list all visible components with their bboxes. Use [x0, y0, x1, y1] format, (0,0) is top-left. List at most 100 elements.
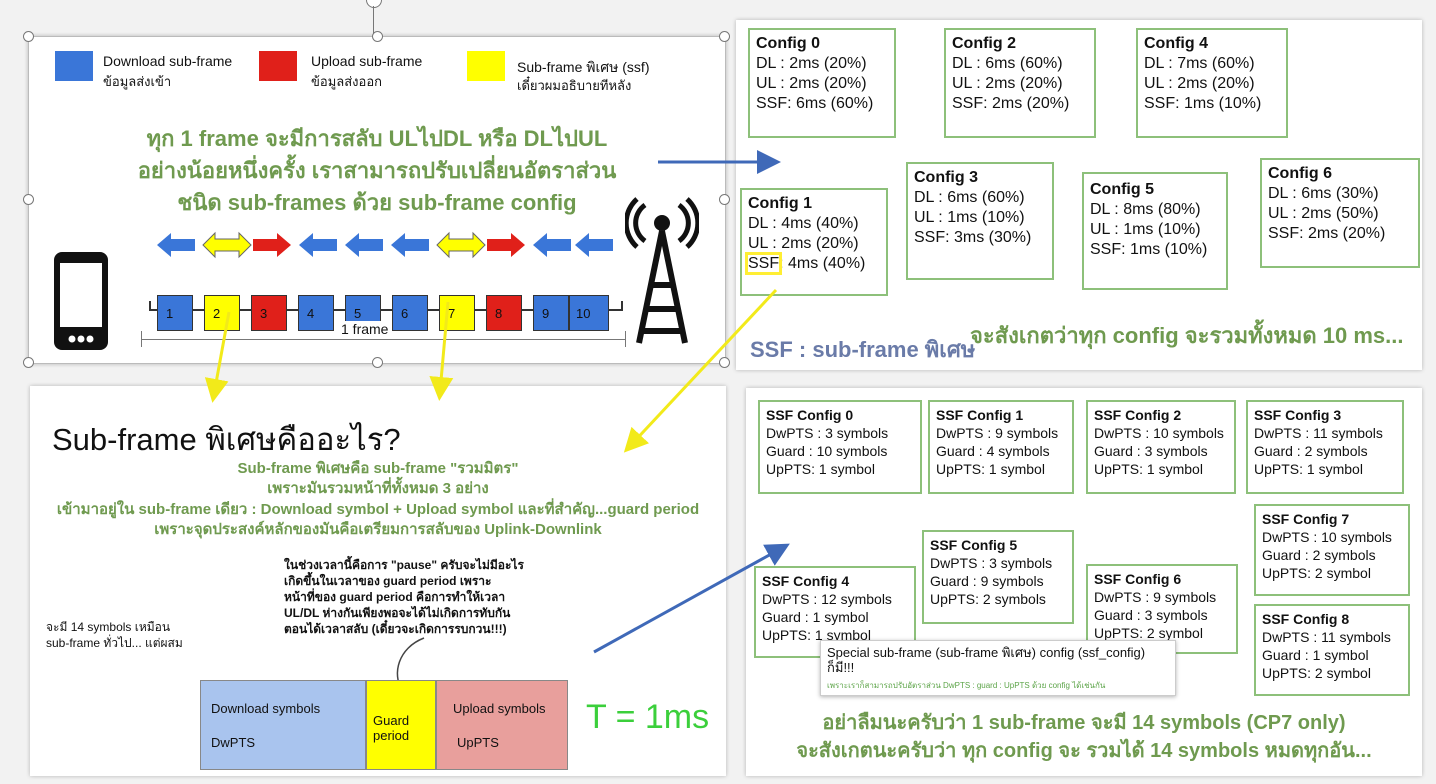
ssf-config-title: SSF Config 0	[766, 407, 854, 423]
dwpts-block: Download symbols DwPTS	[200, 680, 366, 770]
config-dl: DL : 7ms (60%)	[1144, 55, 1255, 72]
config-panel: Config 0 DL : 2ms (20%) UL : 2ms (20%) S…	[736, 20, 1422, 370]
subframe-8: 8	[486, 295, 522, 331]
config-dl: DL : 6ms (60%)	[914, 189, 1025, 206]
ssf-config-3-card: SSF Config 3 DwPTS : 11 symbols Guard : …	[1246, 400, 1404, 494]
config-2-card: Config 2 DL : 6ms (60%) UL : 2ms (20%) S…	[944, 28, 1096, 138]
ssf-config-1-card: SSF Config 1 DwPTS : 9 symbols Guard : 4…	[928, 400, 1074, 494]
ssf-config-dwpts: DwPTS : 10 symbols	[1094, 425, 1224, 441]
arrow-dl-4	[391, 233, 429, 257]
footer-line-2: จะสังเกตนะครับว่า ทุก config จะ รวมได้ 1…	[796, 740, 1372, 762]
subframe-4: 4	[298, 295, 334, 331]
config-dl: DL : 8ms (80%)	[1090, 201, 1201, 218]
legend-download-swatch	[55, 51, 93, 81]
duration-label: T = 1ms	[586, 698, 710, 736]
config-title: Config 5	[1090, 181, 1154, 198]
ssf-config-dwpts: DwPTS : 10 symbols	[1262, 529, 1392, 545]
resize-handle-mr[interactable]	[719, 194, 730, 205]
uppts-sub: UpPTS	[457, 735, 499, 750]
pause-note-1: ในช่วงเวลานี้คือการ "pause" ครับจะไม่มีอ…	[284, 558, 524, 572]
pause-note-4: UL/DL ห่างกันเพียงพอจะได้ไม่เกิดการทับกั…	[284, 606, 511, 620]
config-ul: UL : 2ms (20%)	[952, 75, 1063, 92]
ssf-config-uppts: UpPTS: 1 symbol	[1254, 461, 1363, 477]
resize-handle-tl[interactable]	[23, 31, 34, 42]
config-1-card: Config 1 DL : 4ms (40%) UL : 2ms (20%) S…	[740, 188, 888, 296]
phone-icon	[54, 252, 108, 350]
pause-note-2: เกิดขึ้นในเวลาของ guard period เพราะ	[284, 574, 492, 588]
ssf-config-dwpts: DwPTS : 12 symbols	[762, 591, 892, 607]
config-ssf: SSF: 2ms (20%)	[952, 95, 1070, 112]
ssf-config-guard: Guard : 10 symbols	[766, 443, 888, 459]
subframe-2: 2	[204, 295, 240, 331]
uppts-label: Upload symbols	[453, 701, 546, 716]
config-dl: DL : 6ms (30%)	[1268, 185, 1379, 202]
resize-handle-tm[interactable]	[372, 31, 383, 42]
explain-line-1: Sub-frame พิเศษคือ sub-frame "รวมมิตร"	[237, 460, 519, 477]
dwpts-label: Download symbols	[211, 701, 321, 716]
ssf-config-uppts: UpPTS: 1 symbol	[936, 461, 1045, 477]
ssf-config-guard: Guard : 3 symbols	[1094, 443, 1208, 459]
subframe-1: 1	[157, 295, 193, 331]
ssf-config-title: SSF Config 7	[1262, 511, 1350, 527]
dwpts-sub: DwPTS	[211, 735, 256, 750]
uppts-block: Upload symbols UpPTS	[436, 680, 568, 770]
frame-structure-panel[interactable]: Download sub-frame ข้อมูลส่งเข้า Upload …	[23, 31, 730, 368]
cell-tower-icon	[625, 197, 699, 344]
arrow-dl-6	[575, 233, 613, 257]
frame-measure-left-tick	[141, 331, 142, 347]
config-ssf-row: SSF: 4ms (40%)	[744, 252, 880, 275]
side-note-1: จะมี 14 symbols เหมือน	[46, 620, 171, 634]
legend-download-title: Download sub-frame	[103, 53, 233, 69]
config-title: Config 0	[756, 35, 820, 52]
popup-title-2: ก็มี!!!	[827, 660, 855, 675]
arrow-ul-1	[253, 233, 291, 257]
ssf-config-uppts: UpPTS: 1 symbol	[1094, 461, 1203, 477]
config-ssf: : 4ms (40%)	[779, 255, 866, 272]
ssf-config-title: SSF Config 3	[1254, 407, 1342, 423]
ssf-config-uppts: UpPTS: 2 symbol	[1262, 565, 1371, 581]
resize-handle-bl[interactable]	[23, 357, 34, 368]
resize-handle-bm[interactable]	[372, 357, 383, 368]
arrow-dl-2	[299, 233, 337, 257]
resize-handle-tr[interactable]	[719, 31, 730, 42]
config-4-card: Config 4 DL : 7ms (60%) UL : 2ms (20%) S…	[1136, 28, 1288, 138]
ssf-config-guard: Guard : 4 symbols	[936, 443, 1050, 459]
ssf-config-dwpts: DwPTS : 9 symbols	[936, 425, 1059, 441]
ssf-config-2-card: SSF Config 2 DwPTS : 10 symbols Guard : …	[1086, 400, 1236, 494]
guard-label: Guard period	[373, 713, 410, 743]
config-dl: DL : 6ms (60%)	[952, 55, 1063, 72]
explain-line-4: เพราะจุดประสงค์หลักของมันคือเตรียมการสลั…	[154, 521, 602, 538]
config-title: Config 2	[952, 35, 1016, 52]
config-ssf: SSF: 3ms (30%)	[914, 229, 1032, 246]
config-title: Config 4	[1144, 35, 1208, 52]
ssf-config-6-card: SSF Config 6 DwPTS : 9 symbols Guard : 3…	[1086, 564, 1238, 654]
arrow-to-ssf-configs	[593, 543, 790, 654]
arrow-subframe-2	[204, 311, 231, 403]
ssf-note: SSF : sub-frame พิเศษ	[750, 337, 976, 362]
footer-line-1: อย่าลืมนะครับว่า 1 sub-frame จะมี 14 sym…	[822, 712, 1346, 734]
ssf-config-title: SSF Config 6	[1094, 571, 1182, 587]
arrow-dl-1	[157, 233, 195, 257]
ssf-config-dwpts: DwPTS : 9 symbols	[1094, 589, 1217, 605]
config-dl: DL : 4ms (40%)	[748, 215, 859, 232]
ssf-config-8-card: SSF Config 8 DwPTS : 11 symbols Guard : …	[1254, 604, 1410, 696]
ssf-config-guard: Guard : 2 symbols	[1254, 443, 1368, 459]
arrow-ssf-2	[436, 231, 486, 259]
guard-block: Guard period	[366, 680, 436, 770]
popup-title: Special sub-frame (sub-frame พิเศษ) conf…	[827, 645, 1146, 660]
pause-note-5: ตอนได้เวลาสลับ (เดี๋ยวจะเกิดการรบกวน!!!)	[284, 622, 507, 636]
subframe-10: 10	[569, 295, 609, 331]
ssf-config-uppts: UpPTS: 2 symbol	[1262, 665, 1371, 681]
legend-upload-title: Upload sub-frame	[311, 53, 423, 69]
pause-note-3: หน้าที่ของ guard period คือการทำให้เวลา	[284, 590, 506, 604]
resize-handle-ml[interactable]	[23, 194, 34, 205]
resize-handle-br[interactable]	[719, 357, 730, 368]
headline-line-2: อย่างน้อยหนึ่งครั้ง เราสามารถปรับเปลี่ยน…	[137, 158, 617, 183]
config-ssf: SSF: 6ms (60%)	[756, 95, 874, 112]
config-title: Config 3	[914, 169, 978, 186]
subframe-9: 9	[533, 295, 569, 331]
ssf-config-dwpts: DwPTS : 3 symbols	[930, 555, 1053, 571]
direction-arrows	[157, 231, 613, 259]
ssf-config-title: SSF Config 2	[1094, 407, 1182, 423]
